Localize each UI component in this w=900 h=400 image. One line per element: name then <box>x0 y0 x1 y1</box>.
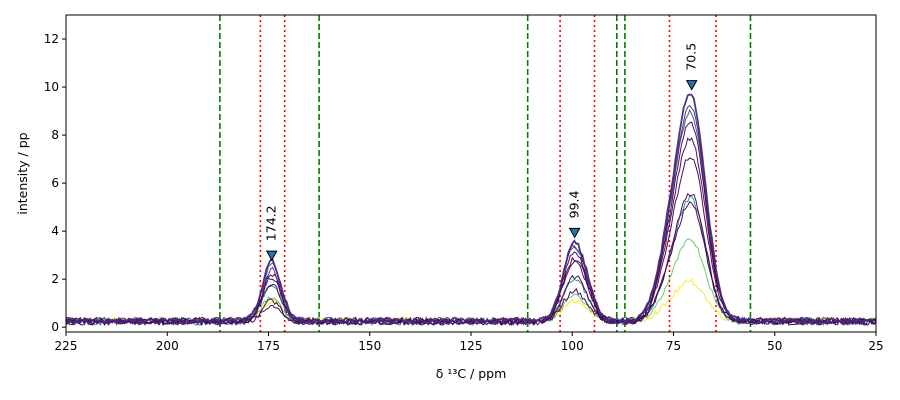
x-tick-label: 150 <box>358 339 381 353</box>
y-tick-label: 4 <box>51 224 59 238</box>
peak-label: 99.4 <box>567 190 582 218</box>
spectrum-line <box>65 93 877 327</box>
x-tick-label: 100 <box>561 339 584 353</box>
x-tick-label: 125 <box>460 339 483 353</box>
y-tick-label: 0 <box>51 320 59 334</box>
y-tick-label: 12 <box>44 32 59 46</box>
y-axis: 0 2 4 6 8 10 12 <box>44 32 66 334</box>
y-tick-label: 2 <box>51 272 59 286</box>
y-axis-label: intensity / pp <box>15 132 30 214</box>
x-tick-label: 200 <box>156 339 179 353</box>
peak-marker <box>265 250 278 262</box>
reference-lines <box>219 15 752 332</box>
peak-label: 174.2 <box>264 205 279 241</box>
x-tick-label: 225 <box>55 339 78 353</box>
x-tick-label: 50 <box>767 339 782 353</box>
peak-marker <box>568 227 581 239</box>
x-tick-label: 175 <box>257 339 280 353</box>
y-tick-label: 8 <box>51 128 59 142</box>
peak-markers: 174.2 99.4 70.5 <box>264 43 699 262</box>
x-tick-label: 25 <box>868 339 883 353</box>
x-axis: 225 200 175 150 125 100 75 50 25 <box>55 332 884 353</box>
peak-marker <box>685 80 698 91</box>
spectrum-series <box>65 93 877 327</box>
y-tick-label: 10 <box>44 80 59 94</box>
x-axis-label: δ ¹³C / ppm <box>436 366 507 381</box>
peak-label: 70.5 <box>684 43 699 71</box>
y-tick-label: 6 <box>51 176 59 190</box>
x-tick-label: 75 <box>666 339 681 353</box>
